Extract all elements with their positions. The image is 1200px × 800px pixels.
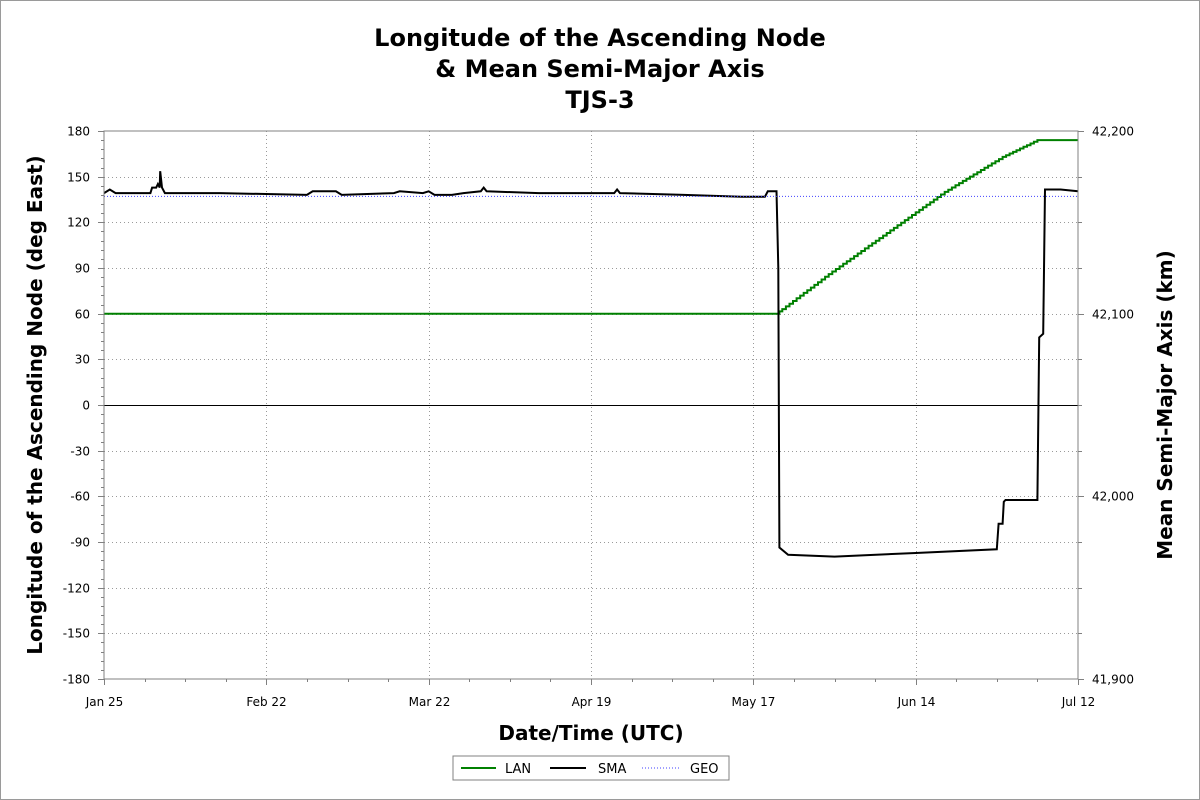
x-tick-label: Jun 14: [897, 695, 936, 709]
y-left-tick-label: -90: [70, 536, 90, 550]
y-left-tick-label: 120: [67, 216, 90, 230]
y-left-tick-label: 90: [75, 262, 90, 276]
grid: [104, 131, 1078, 679]
y-left-tick-label: -30: [70, 445, 90, 459]
series-sma-line: [103, 171, 1079, 558]
series-lan-line: [104, 139, 1078, 315]
y-left-tick-label: -180: [63, 673, 90, 687]
y-left-tick-label: -60: [70, 490, 90, 504]
y-left-tick-label: -120: [63, 582, 90, 596]
y-right-tick-label: 42,000: [1092, 490, 1134, 504]
y-left-tick-label: 0: [82, 399, 90, 413]
chart-title-line-3: TJS-3: [565, 86, 634, 114]
axis-ticks: Jan 25 Feb 22 Mar 22 Apr 19 May 17 Jun 14 Jul …: [63, 125, 1134, 710]
y-left-tick-label: 150: [67, 171, 90, 185]
legend-box: [452, 755, 730, 781]
y-left-tick-label: 180: [67, 125, 90, 139]
legend-sma-label: SMA: [598, 762, 626, 777]
y-right-tick-label: 42,200: [1092, 125, 1134, 139]
x-tick-label: May 17: [732, 695, 776, 709]
y-right-tick-label: 42,100: [1092, 308, 1134, 322]
x-tick-label: Feb 22: [246, 695, 286, 709]
y-axis-right-title: Mean Semi-Major Axis (km): [1153, 250, 1177, 559]
x-axis-title: Date/Time (UTC): [498, 721, 683, 745]
x-tick-label: Jul 12: [1061, 695, 1096, 709]
y-right-tick-label: 41,900: [1092, 673, 1134, 687]
x-tick-label: Apr 19: [572, 695, 612, 709]
y-left-tick-label: -150: [63, 627, 90, 641]
y-left-tick-label: 60: [75, 308, 90, 322]
x-tick-label: Mar 22: [409, 695, 451, 709]
x-tick-label: Jan 25: [85, 695, 124, 709]
legend: LAN SMA GEO: [452, 755, 730, 781]
chart-title-line-1: Longitude of the Ascending Node: [374, 24, 826, 52]
series-layer: [103, 139, 1079, 558]
legend-geo-label: GEO: [690, 762, 719, 777]
legend-lan-label: LAN: [505, 762, 531, 777]
y-axis-left-title: Longitude of the Ascending Node (deg Eas…: [23, 155, 47, 654]
y-left-tick-label: 30: [75, 353, 90, 367]
chart-title-line-2: & Mean Semi-Major Axis: [435, 55, 764, 83]
